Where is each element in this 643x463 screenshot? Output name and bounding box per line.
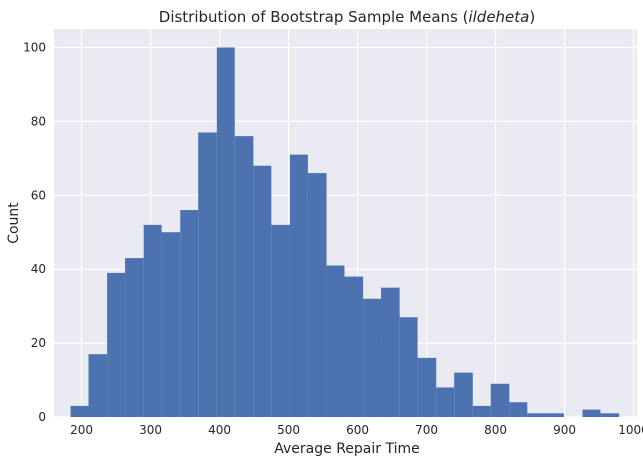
y-tick-label: 80	[31, 114, 46, 128]
y-tick-label: 0	[38, 410, 46, 424]
histogram-bar	[490, 383, 510, 417]
histogram-bars	[70, 47, 620, 417]
histogram-bar	[509, 402, 528, 417]
histogram-bar	[88, 354, 108, 417]
histogram-bar	[253, 165, 272, 417]
histogram-bar	[234, 136, 254, 417]
y-tick-label: 100	[23, 40, 46, 54]
x-tick-label: 600	[346, 423, 369, 437]
histogram-bar	[344, 276, 364, 417]
histogram-bar	[545, 413, 564, 417]
histogram-bar	[307, 173, 327, 417]
x-tick-label: 900	[553, 423, 576, 437]
histogram-bar	[436, 387, 455, 417]
x-tick-label: 400	[208, 423, 231, 437]
histogram-bar	[326, 265, 345, 417]
histogram-bar	[600, 413, 620, 417]
histogram-bar	[107, 272, 126, 417]
histogram-bar	[161, 232, 181, 417]
x-tick-label: 200	[70, 423, 93, 437]
y-axis-label: Count	[6, 202, 22, 244]
histogram-bar	[289, 154, 308, 417]
x-tick-label: 800	[484, 423, 507, 437]
histogram-bar	[271, 224, 290, 417]
histogram-bar	[472, 405, 491, 417]
histogram-bar	[399, 317, 418, 417]
histogram-bar	[70, 405, 89, 417]
histogram-bar	[527, 413, 546, 417]
histogram-bar	[582, 409, 601, 417]
x-tick-label: 300	[139, 423, 162, 437]
histogram-bar	[381, 287, 400, 417]
histogram-bar	[417, 357, 437, 417]
y-axis-ticks: 0 20 40 60 80 100	[23, 40, 46, 424]
x-tick-label: 700	[415, 423, 438, 437]
chart-title: Distribution of Bootstrap Sample Means (…	[159, 8, 535, 26]
y-tick-label: 20	[31, 336, 46, 350]
y-tick-label: 60	[31, 188, 46, 202]
x-axis-label: Average Repair Time	[274, 441, 419, 457]
histogram-bar	[180, 210, 199, 417]
histogram-bar	[216, 47, 235, 417]
histogram-bar	[454, 372, 473, 417]
x-tick-label: 500	[277, 423, 300, 437]
histogram-bar	[198, 132, 217, 417]
y-tick-label: 40	[31, 262, 46, 276]
histogram-bar	[363, 298, 382, 417]
histogram-bar	[125, 258, 144, 417]
histogram-bar	[143, 224, 162, 417]
